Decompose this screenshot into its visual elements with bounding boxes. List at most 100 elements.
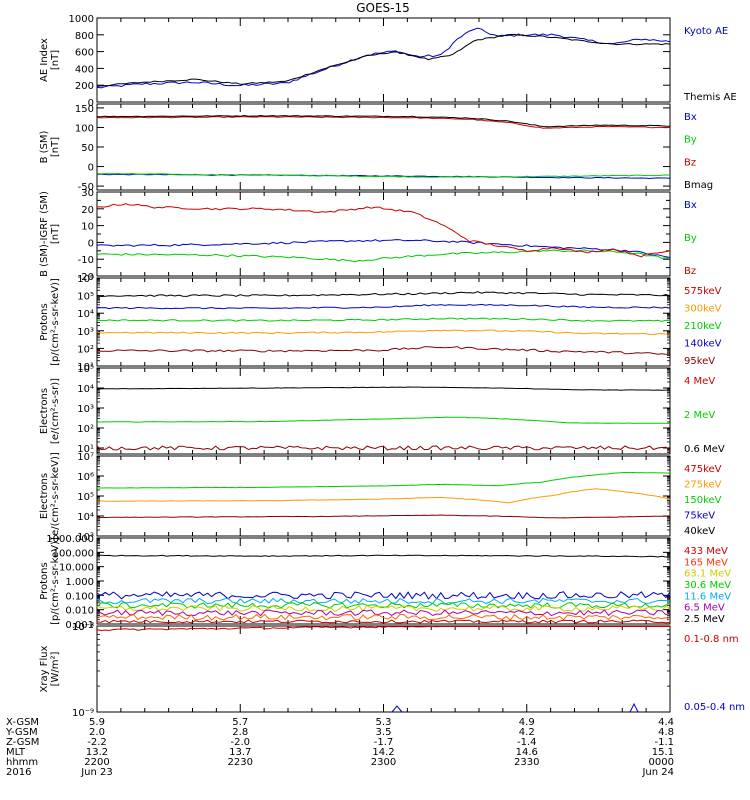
time-value: -1.7: [374, 737, 394, 748]
y-axis-label: [p/(cm²-s-sr-keV)]: [50, 278, 61, 366]
y-tick-label: 10⁵: [77, 292, 94, 303]
panel-xray: 10⁻⁹ 10⁻⁸10⁻⁷ Xray Flux [W/m²] 0.1-0.8 nm 0.0…: [39, 622, 745, 719]
series-orange: [96, 613, 671, 621]
y-axis-label: Protons: [39, 562, 50, 599]
y-axis-label: Electrons: [39, 388, 50, 434]
series-red: [96, 619, 671, 624]
legend-entry: 433 MeV: [684, 546, 728, 557]
panel-protons_low: 10¹ 10² 10³ 10⁴ 10⁵ 10⁶ Protons [p/(cm²-s-sr-ke…: [39, 274, 722, 373]
panel-protons_mev: 0.001 0.010 0.100 1.000 10.000 100.000 1000.00…: [39, 534, 731, 631]
panel-frame: [96, 17, 671, 103]
time-value: 4.8: [658, 727, 674, 738]
time-row-label: X-GSM: [6, 717, 39, 728]
legend-entry: Themis AE: [683, 92, 737, 103]
legend-entry: 165 MeV: [684, 557, 728, 568]
y-tick-label: 10⁻⁸: [72, 622, 94, 633]
series-bmag: [96, 114, 671, 128]
panel-electrons_mev: 10¹ 10² 10³ 10⁴ 10⁵ Electrons [e/(cm²-s-sr)] 4 …: [39, 364, 725, 455]
legend-entry: 0.05-0.4 nm: [684, 702, 745, 713]
series-yellow: [96, 604, 671, 612]
y-tick-label: 800: [75, 31, 94, 42]
series-by: [96, 172, 671, 178]
series-cyan: [96, 597, 671, 605]
time-value: 2330: [514, 757, 539, 768]
legend-entry: 300keV: [684, 304, 722, 315]
series-themis-ae: [96, 33, 671, 87]
chart-title: GOES-15: [356, 1, 410, 15]
legend-entry: 30.6 MeV: [684, 580, 731, 591]
legend-entry: Bz: [684, 157, 696, 168]
y-tick-label: -50: [78, 182, 94, 193]
y-tick-label: 10⁵: [77, 492, 94, 503]
time-row-label: Y-GSM: [5, 727, 38, 738]
legend-entry: Kyoto AE: [684, 26, 728, 37]
time-value: 2300: [371, 757, 396, 768]
series-green: [96, 601, 671, 609]
legend-entry: 2.5 MeV: [684, 614, 725, 625]
time-value: 2.0: [89, 727, 105, 738]
series-green: [96, 317, 671, 322]
time-value: -1.1: [654, 737, 674, 748]
time-value: -1.4: [517, 737, 537, 748]
time-value: 2200: [84, 757, 109, 768]
time-value: 0000: [649, 757, 674, 768]
time-row-label: hhmm: [6, 757, 38, 768]
y-tick-label: 200: [75, 81, 94, 92]
time-value: 3.5: [376, 727, 392, 738]
legend-entry: 0.6 MeV: [684, 444, 725, 455]
series-bx: [96, 239, 671, 258]
panel-b_igrf: -20 -10 0 10 20 30 B (SM)-IGRF (SM) [nT] Bx By Bz: [39, 188, 697, 283]
y-tick-label: 30: [81, 188, 94, 199]
time-value: 14.2: [372, 747, 394, 758]
series-0-1-0-8-nm: [96, 625, 670, 632]
legend-entry: Bx: [684, 200, 697, 211]
y-tick-label: 400: [75, 64, 94, 75]
legend-entry: 4 MeV: [684, 376, 715, 387]
y-tick-label: 10²: [77, 344, 94, 355]
series-magenta: [96, 609, 671, 617]
series-green: [96, 416, 671, 425]
legend-entry: 75keV: [684, 511, 715, 522]
y-axis-label: [W/m²]: [50, 651, 61, 686]
panel-frame: [96, 191, 671, 277]
y-tick-label: 0: [88, 238, 94, 249]
panel-electrons_kev: 10³ 10⁴ 10⁵ 10⁶ 10⁷ Electrons [e/(cm²-s-sr-keV…: [39, 452, 722, 543]
time-value: 13.2: [86, 747, 108, 758]
y-tick-label: 1000: [69, 14, 94, 25]
y-tick-label: 150: [75, 104, 94, 115]
legend-entry: Bz: [684, 266, 696, 277]
y-tick-label: 100.000: [53, 548, 94, 559]
xray-blue-mark: [391, 705, 403, 713]
time-row-label: 2016: [6, 767, 31, 778]
series-black: [96, 386, 671, 391]
series-black: [97, 554, 671, 558]
time-value: -2.2: [87, 737, 107, 748]
legend-entry: 210keV: [684, 321, 722, 332]
series-darkred: [96, 514, 671, 519]
panel-b_sm: -50 0 50 100 150 B (SM) [nT] Bx By Bz Bmag: [39, 103, 713, 193]
series-orange: [97, 488, 671, 504]
series-green: [97, 471, 671, 489]
series-bz: [96, 203, 671, 258]
y-tick-label: 10⁵: [77, 364, 94, 375]
time-value: 2230: [228, 757, 253, 768]
y-tick-label: 10⁴: [77, 309, 94, 320]
y-axis-label: [nT]: [50, 137, 61, 157]
y-tick-label: 1000.000: [46, 534, 94, 545]
y-tick-label: 10⁴: [77, 384, 94, 395]
time-row-label: MLT: [6, 747, 26, 758]
y-tick-label: 10¹: [77, 444, 94, 455]
legend-entry: 95keV: [684, 356, 715, 367]
time-value: 4.4: [658, 717, 674, 728]
legend-entry: 475keV: [684, 464, 722, 475]
time-axis: X-GSM 5.9 5.7 5.3 4.9 4.4 Y-GSM 2.0 2.8 3.5 4.2 4.8…: [5, 717, 674, 778]
panel-frame: [96, 367, 671, 455]
y-axis-label: [nT]: [50, 50, 61, 70]
y-tick-label: 20: [81, 205, 94, 216]
y-axis-label: AE Index: [39, 38, 50, 82]
legend-entry: 11.6 MeV: [684, 591, 731, 602]
y-axis-label: Xray Flux: [39, 645, 50, 692]
legend-entry: 150keV: [684, 495, 722, 506]
time-value: 5.7: [232, 717, 248, 728]
